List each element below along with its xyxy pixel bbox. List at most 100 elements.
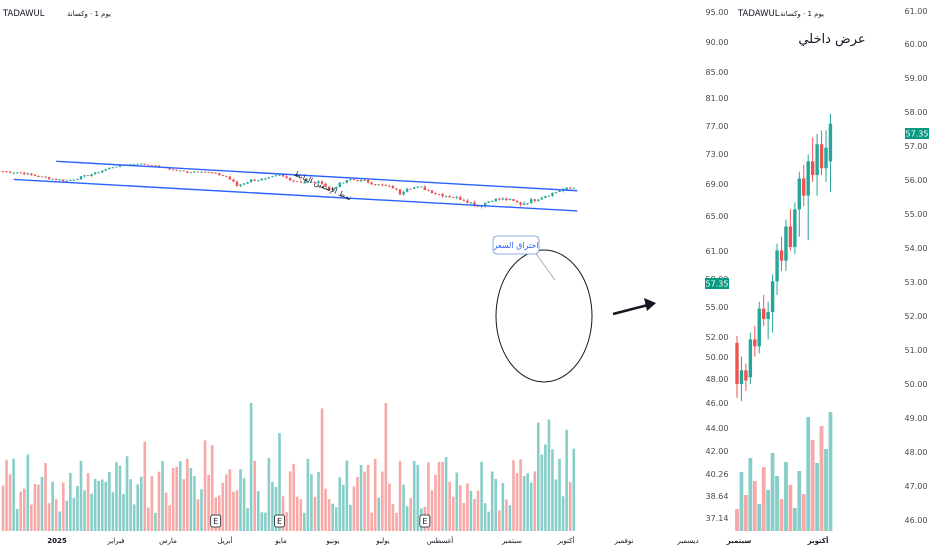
- volume-bar: [1, 485, 5, 531]
- volume-bar: [65, 500, 69, 531]
- candle-body: [476, 205, 480, 207]
- volume-bar: [58, 511, 62, 531]
- candle-body: [466, 200, 469, 203]
- candle-body: [735, 342, 739, 384]
- candle-body: [90, 174, 93, 177]
- candle-body: [72, 179, 76, 181]
- volume-bar: [37, 484, 40, 531]
- volume-bar: [331, 503, 334, 531]
- candle-body: [501, 198, 505, 200]
- volume-bar: [356, 476, 359, 531]
- volume-bar: [22, 488, 26, 531]
- volume-bar: [568, 481, 572, 531]
- volume-bar: [44, 463, 47, 531]
- volume-bar: [12, 458, 15, 531]
- volume-bar: [189, 468, 193, 531]
- volume-bar: [824, 449, 828, 531]
- candle-body: [565, 187, 568, 190]
- time-tick-label: مارس: [159, 537, 177, 545]
- candle-body: [93, 172, 97, 175]
- volume-bar: [748, 458, 753, 531]
- volume-bar: [246, 508, 249, 531]
- price-tick-label: 57.00: [905, 142, 928, 151]
- candle-body: [228, 176, 232, 180]
- volume-bar: [526, 473, 529, 531]
- candle-body: [519, 202, 522, 205]
- candle-body: [455, 196, 458, 198]
- volume-bar: [572, 448, 576, 531]
- time-tick-label: سبتمبر: [726, 537, 752, 545]
- candle-body: [366, 179, 370, 183]
- volume-bar: [430, 490, 434, 531]
- candle-body: [19, 172, 22, 174]
- volume-bar: [100, 479, 104, 531]
- candle-body: [744, 370, 748, 381]
- candle-body: [377, 184, 380, 186]
- earnings-marker-label: E: [422, 517, 427, 526]
- volume-bar: [260, 512, 264, 531]
- volume-bar: [788, 485, 793, 531]
- volume-bar: [139, 476, 143, 531]
- volume-bar: [115, 462, 118, 531]
- volume-bar: [274, 486, 278, 531]
- zoom-arrow-shaft: [612, 303, 649, 316]
- price-tick-label: 44.00: [706, 424, 729, 433]
- volume-bar: [61, 482, 65, 531]
- candle-body: [200, 171, 203, 173]
- candle-body: [69, 180, 72, 181]
- volume-bar: [320, 408, 324, 531]
- volume-bar: [8, 474, 12, 531]
- candle-body: [788, 226, 793, 247]
- earnings-marker-label: E: [213, 517, 218, 526]
- candle-body: [111, 167, 115, 169]
- candle-body: [15, 172, 19, 174]
- volume-bar: [221, 482, 225, 531]
- price-tick-label: 73.00: [706, 150, 729, 159]
- volume-bar: [828, 412, 833, 531]
- volume-bar: [132, 504, 136, 531]
- volume-bar: [761, 467, 766, 531]
- price-tick-label: 48.00: [905, 448, 928, 457]
- volume-bar: [97, 480, 101, 531]
- candle-body: [182, 170, 185, 172]
- volume-bar: [86, 473, 90, 531]
- volume-bar: [207, 474, 210, 531]
- volume-bar: [551, 449, 554, 531]
- volume-bar: [483, 503, 487, 531]
- volume-bar: [40, 476, 44, 531]
- price-tick-label: 50.00: [905, 380, 928, 389]
- candle-body: [512, 199, 515, 201]
- candle-body: [413, 187, 416, 190]
- volume-bar: [519, 459, 522, 531]
- volume-bar: [801, 494, 806, 531]
- volume-bar: [427, 462, 430, 531]
- volume-bar: [79, 460, 83, 531]
- volume-bar: [466, 483, 469, 531]
- candle-body: [235, 181, 239, 186]
- volume-bar: [129, 479, 132, 531]
- price-tick-label: 40.26: [706, 470, 729, 479]
- left-trendlines: [13, 160, 578, 212]
- volume-bar: [487, 511, 490, 531]
- volume-bar: [83, 490, 86, 531]
- volume-bar: [462, 502, 466, 531]
- breakout-label: اختراق السعر: [492, 241, 538, 250]
- volume-bar: [26, 454, 30, 531]
- candle-body: [748, 339, 753, 378]
- candle-body: [37, 175, 40, 178]
- candle-body: [753, 339, 757, 347]
- right-price-candles: [735, 113, 833, 402]
- candle-body: [33, 174, 37, 176]
- candle-body: [802, 178, 806, 196]
- volume-bar: [338, 477, 342, 531]
- candle-body: [437, 193, 441, 195]
- volume-bar: [345, 460, 349, 531]
- volume-bar: [200, 489, 203, 531]
- candle-body: [115, 166, 118, 168]
- candle-body: [274, 175, 278, 177]
- volume-bar: [285, 512, 288, 531]
- price-tick-label: 48.00: [706, 375, 729, 384]
- candle-body: [540, 197, 544, 200]
- volume-bar: [303, 512, 306, 531]
- candle-body: [171, 169, 175, 171]
